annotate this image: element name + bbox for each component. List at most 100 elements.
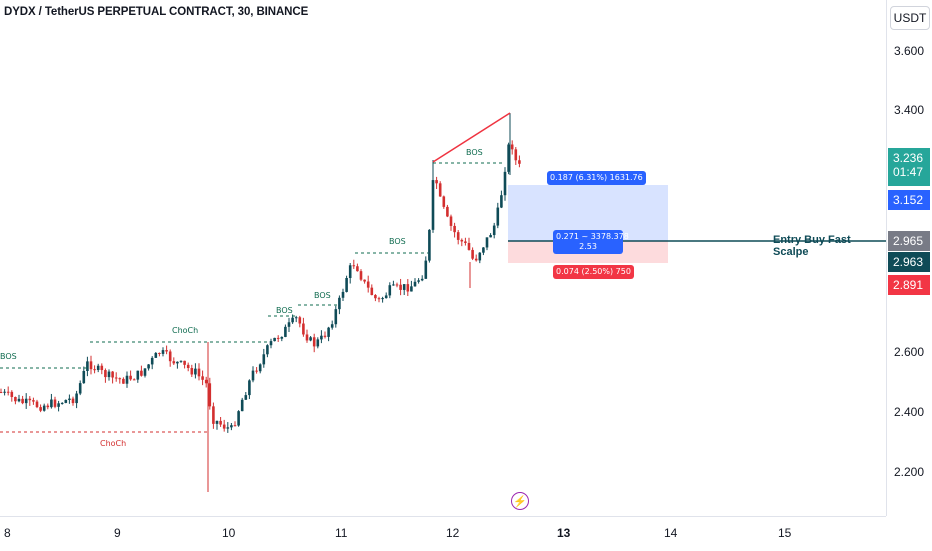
candle-body — [172, 361, 176, 364]
candle-body — [503, 171, 507, 196]
candle-body — [456, 232, 460, 240]
candle-body — [75, 393, 78, 404]
candle-body — [176, 361, 179, 364]
candlestick-series — [0, 113, 521, 492]
candle-body — [370, 287, 374, 296]
stop-price-badge: 2.891 — [888, 275, 930, 295]
candle-body — [258, 364, 262, 372]
candle-body — [345, 278, 348, 292]
candle-body — [71, 398, 75, 404]
candle-body — [348, 265, 352, 279]
target-info-box[interactable]: 0.187 (6.31%) 1631.76 — [547, 171, 646, 185]
candle-body — [413, 281, 417, 287]
candle-countdown: 01:47 — [893, 165, 924, 179]
entry-label[interactable]: Entry Buy Fast Scalpe — [773, 234, 851, 258]
candle-body — [6, 391, 10, 393]
candle-body — [323, 335, 327, 337]
candle-body — [492, 225, 496, 236]
candle-body — [356, 266, 359, 272]
candle-body — [467, 242, 471, 250]
bos-label-4: BOS — [389, 237, 406, 246]
candle-body — [0, 392, 3, 393]
stop-info-box[interactable]: 0.074 (2.50%) 750 — [553, 265, 634, 279]
candle-body — [158, 352, 161, 354]
candle-body — [352, 265, 356, 267]
price-chart[interactable] — [0, 0, 886, 516]
chart-area[interactable]: DYDX / TetherUS PERPETUAL CONTRACT, 30, … — [0, 0, 886, 516]
trend-line[interactable] — [432, 112, 511, 163]
candle-body — [320, 335, 323, 340]
candle-body — [327, 327, 330, 337]
candle-body — [201, 376, 204, 380]
time-tick: 15 — [778, 526, 792, 540]
position-info-line-1: 0.271 ~ 3378.378 — [556, 232, 629, 241]
stop-info-text: 0.074 (2.50%) 750 — [556, 267, 631, 276]
target-price-badge: 3.152 — [888, 190, 930, 210]
candle-body — [442, 196, 446, 207]
position-info-box[interactable]: 0.271 ~ 3378.378 2.53 — [553, 230, 629, 254]
symbol-title: DYDX / TetherUS PERPETUAL CONTRACT, 30, … — [4, 6, 309, 18]
candle-body — [161, 350, 165, 354]
entry-price-badge-2: 2.963 — [888, 252, 930, 272]
candle-body — [471, 249, 474, 259]
candle-body — [68, 398, 71, 400]
bos-label-3: BOS — [314, 291, 331, 300]
candle-body — [395, 284, 399, 286]
candle-body — [489, 235, 492, 238]
candle-body — [190, 367, 194, 375]
position-info-line-2: 2.53 — [579, 242, 597, 251]
candle-body — [305, 334, 309, 341]
candle-body — [114, 377, 118, 379]
candle-body — [222, 424, 226, 429]
candle-body — [132, 379, 136, 381]
candle-body — [60, 402, 64, 404]
candle-body — [341, 291, 345, 298]
candle-body — [39, 407, 42, 411]
time-tick: 8 — [4, 526, 11, 540]
time-tick: 14 — [664, 526, 678, 540]
candle-body — [485, 237, 489, 248]
candle-body — [276, 337, 280, 339]
flash-icon[interactable]: ⚡ — [511, 492, 529, 510]
candle-body — [363, 279, 366, 282]
candle-body — [428, 229, 431, 261]
candle-body — [255, 370, 258, 372]
candle-body — [294, 317, 298, 319]
candle-body — [197, 368, 201, 377]
candle-body — [510, 144, 514, 150]
price-tick: 3.600 — [894, 44, 925, 58]
candle-body — [168, 351, 172, 362]
candle-body — [464, 241, 467, 243]
current-price: 3.236 — [893, 151, 924, 165]
price-tick: 2.600 — [894, 345, 925, 359]
time-tick: 10 — [222, 526, 236, 540]
candle-body — [28, 398, 32, 401]
candle-body — [338, 297, 341, 310]
candle-body — [410, 286, 413, 292]
candle-body — [154, 352, 158, 358]
candle-body — [204, 379, 208, 384]
candle-body — [500, 195, 503, 208]
entry-price-badge: 2.965 — [888, 231, 930, 251]
candle-body — [50, 399, 53, 408]
candle-body — [240, 399, 244, 412]
candle-body — [42, 405, 46, 411]
candle-body — [129, 375, 132, 380]
candle-body — [273, 337, 276, 342]
candle-body — [359, 271, 363, 280]
candle-body — [309, 337, 312, 341]
currency-unit-button[interactable]: USDT — [890, 6, 930, 30]
current-price-badge: 3.236 01:47 — [888, 148, 930, 186]
choch-label-2: ChoCh — [100, 439, 127, 448]
candle-body — [399, 284, 402, 290]
time-axis[interactable] — [0, 516, 886, 551]
candle-body — [118, 378, 122, 380]
candle-body — [186, 364, 190, 368]
candle-body — [104, 370, 107, 378]
candle-body — [518, 160, 521, 164]
candle-body — [381, 298, 384, 300]
candle-body — [420, 278, 424, 281]
candle-body — [460, 239, 464, 242]
choch-label-1: ChoCh — [172, 326, 199, 335]
time-tick: 9 — [114, 526, 121, 540]
